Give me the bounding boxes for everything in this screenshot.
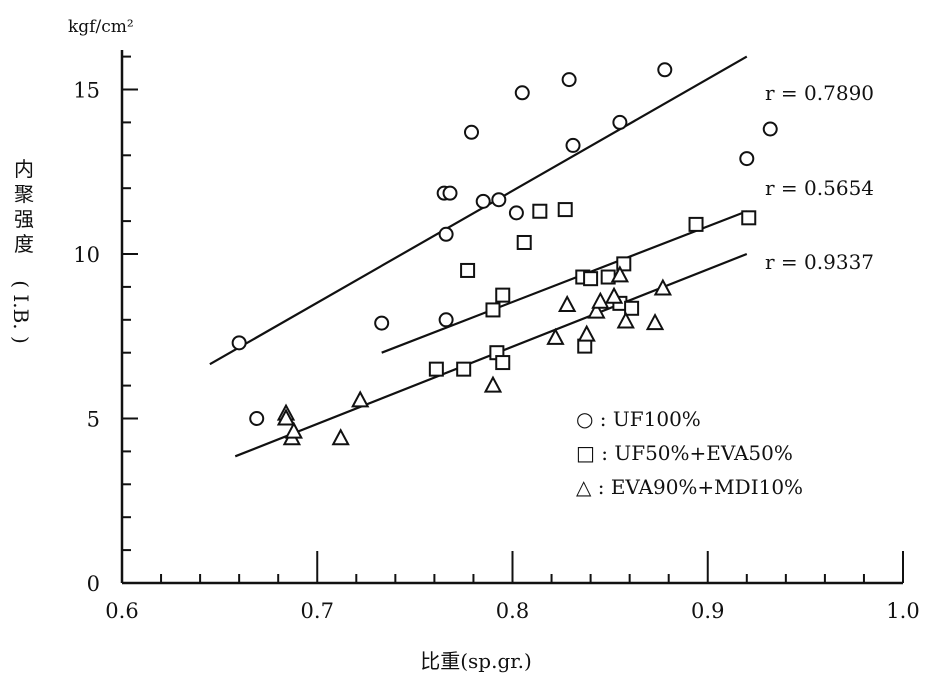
data-point-triangle (276, 408, 296, 426)
data-point-square (495, 287, 511, 303)
correlation-label: r = 0.7890 (765, 81, 874, 105)
y-axis-label-char: 聚 (14, 182, 34, 206)
data-point-triangle (557, 294, 577, 312)
fit-line (381, 210, 748, 354)
data-point-circle (438, 312, 454, 328)
y-axis-label-char: 度 (14, 232, 34, 256)
y-tick-label: 0 (87, 572, 100, 596)
axes-layer: 0 5 10 15 0.6 0.7 0.8 0.9 1.0 (73, 50, 920, 623)
x-tick-label: 1.0 (886, 599, 919, 623)
data-point-square (495, 355, 511, 371)
data-point-circle (249, 411, 265, 426)
y-tick-label: 10 (73, 243, 100, 267)
data-point-square (460, 262, 476, 278)
data-point-square (532, 203, 548, 219)
data-point-triangle (653, 278, 673, 296)
y-axis-sub-label: ( I.B. ) (9, 280, 33, 344)
fit-line (209, 55, 748, 366)
data-point-square (557, 202, 573, 218)
data-point-square (516, 234, 532, 250)
data-point-triangle (331, 428, 350, 446)
data-point-square (428, 361, 444, 377)
data-point-circle (463, 124, 479, 140)
data-point-square (485, 302, 501, 318)
data-point-triangle (284, 421, 303, 439)
data-point-circle (612, 114, 628, 130)
data-points-layer (231, 62, 778, 446)
data-point-circle (374, 315, 390, 331)
x-tick-label: 0.7 (301, 599, 334, 623)
data-point-circle (508, 205, 524, 221)
data-point-square (624, 300, 640, 316)
legend: ○ : UF100% □ : UF50%+EVA50% △ : EVA90%+MDI… (576, 407, 803, 499)
y-tick-label: 5 (87, 408, 100, 432)
data-point-circle (442, 185, 458, 201)
data-point-triangle (591, 291, 610, 309)
data-point-circle (514, 85, 530, 101)
data-point-square (583, 271, 599, 287)
data-point-square (456, 361, 472, 377)
data-point-circle (231, 335, 247, 351)
legend-entry: △ : EVA90%+MDI10% (576, 475, 803, 499)
y-unit-label: kgf/cm² (68, 17, 134, 37)
data-point-circle (762, 121, 778, 137)
data-point-triangle (546, 327, 565, 345)
data-point-triangle (616, 311, 635, 329)
data-point-triangle (610, 265, 630, 283)
legend-entry: □ : UF50%+EVA50% (576, 441, 793, 465)
y-axis-label-char: 强 (14, 207, 34, 231)
fit-lines-layer (209, 55, 748, 458)
data-point-triangle (483, 375, 503, 393)
data-point-square (741, 210, 757, 226)
data-point-triangle (577, 324, 596, 342)
x-tick-label: 0.9 (691, 599, 724, 623)
x-axis-label: 比重(sp.gr.) (420, 649, 532, 673)
data-point-circle (657, 62, 673, 78)
data-point-circle (491, 192, 507, 208)
data-point-circle (438, 226, 454, 242)
data-point-circle (565, 137, 581, 153)
data-point-triangle (351, 390, 370, 408)
data-point-circle (475, 193, 491, 209)
correlation-label: r = 0.9337 (765, 250, 874, 274)
y-tick-label: 15 (73, 79, 100, 103)
y-axis-label-char: 内 (14, 157, 34, 181)
data-point-triangle (645, 312, 665, 331)
legend-entry: ○ : UF100% (576, 407, 701, 431)
x-tick-label: 0.8 (496, 599, 529, 623)
x-tick-label: 0.6 (105, 599, 138, 623)
data-point-triangle (604, 286, 624, 304)
data-point-circle (739, 151, 755, 167)
data-point-square (688, 216, 704, 232)
data-point-circle (561, 72, 577, 88)
correlation-label: r = 0.5654 (765, 176, 874, 200)
data-point-triangle (587, 301, 606, 319)
